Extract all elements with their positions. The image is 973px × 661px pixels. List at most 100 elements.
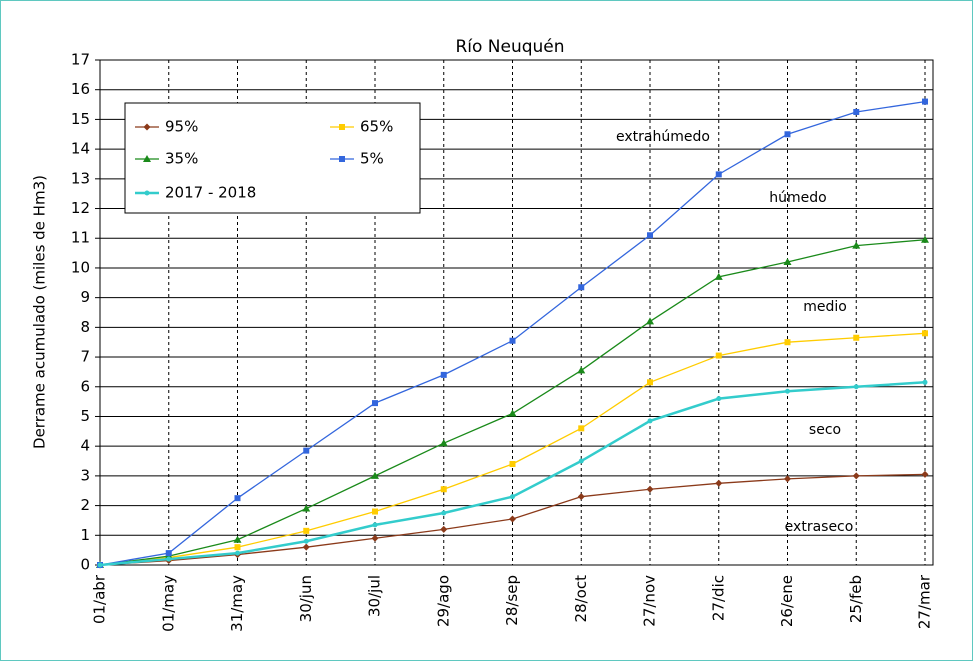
y-axis-title: Derrame acumulado (miles de Hm3) [31,175,49,449]
marker [371,534,379,542]
marker [647,418,653,424]
legend-label: 35% [165,150,198,168]
marker [853,108,860,115]
marker [440,371,447,378]
y-tick-label: 9 [80,288,90,306]
marker [372,400,378,407]
marker [715,479,723,487]
marker [646,317,654,325]
zone-label: extrahúmedo [616,129,710,145]
chart-title: Río Neuquén [455,37,564,57]
zone-label: medio [803,299,847,315]
marker [440,486,447,493]
marker [509,337,516,344]
marker [372,508,378,515]
marker [144,190,150,196]
marker [853,334,860,341]
y-tick-label: 0 [80,556,90,574]
marker [577,493,585,501]
marker [440,525,448,533]
marker [853,384,859,390]
y-tick-label: 6 [80,377,90,395]
marker [578,284,585,291]
y-tick-label: 1 [80,526,90,544]
zone-label: seco [809,422,841,438]
legend-label: 95% [165,118,198,136]
y-tick-label: 11 [71,229,90,247]
legend-label: 5% [360,150,384,168]
marker [647,379,653,386]
zone-label: extraseco [785,519,854,535]
marker [784,475,791,483]
marker [784,131,791,138]
marker [371,471,379,479]
y-tick-label: 7 [80,348,90,366]
x-tick-label: 30/jul [366,575,384,617]
y-tick-label: 8 [80,318,90,336]
marker [508,409,517,417]
marker [577,366,586,374]
marker [510,494,515,500]
marker [302,543,310,551]
marker [578,425,585,432]
marker [783,258,792,265]
marker [922,330,928,337]
marker [441,510,447,516]
y-tick-label: 3 [80,466,90,484]
x-tick-label: 28/sep [503,575,521,626]
marker [852,241,861,249]
marker [922,379,928,385]
marker [143,123,151,131]
zone-label: húmedo [769,190,826,206]
marker [303,538,309,544]
marker [921,470,929,478]
x-tick-label: 31/may [228,575,246,632]
x-tick-label: 29/ago [434,575,452,627]
marker [439,439,448,447]
marker [339,124,345,130]
x-tick-label: 27/dic [709,575,727,621]
marker [235,550,240,556]
y-tick-label: 5 [80,407,90,425]
marker [715,352,722,359]
marker [578,458,584,464]
marker [784,339,791,346]
marker [509,461,516,467]
x-tick-label: 26/ene [778,575,796,627]
y-tick-label: 14 [71,140,90,158]
y-tick-label: 10 [71,258,90,276]
marker [852,472,860,480]
marker [303,527,310,534]
x-tick-label: 27/mar [916,574,934,629]
marker [165,550,172,557]
y-tick-label: 12 [71,199,90,217]
marker [143,155,151,162]
x-tick-label: 27/nov [641,575,659,627]
marker [97,562,103,568]
legend [124,102,421,214]
y-tick-label: 4 [80,437,90,455]
x-tick-label: 01/abr [91,574,109,624]
marker [233,535,242,543]
marker [647,232,653,239]
marker [922,98,928,105]
y-tick-label: 2 [80,496,90,514]
y-tick-label: 17 [71,51,90,69]
marker [303,447,310,454]
y-tick-label: 16 [71,80,90,98]
marker [302,504,311,512]
x-tick-label: 25/feb [847,575,865,623]
marker [234,544,241,551]
marker [714,272,723,280]
marker [921,235,929,243]
marker [509,515,516,523]
marker [166,556,172,562]
marker [646,485,654,493]
legend-label: 2017 - 2018 [165,184,256,202]
marker [715,171,722,178]
x-tick-label: 01/may [159,575,177,632]
x-tick-label: 28/oct [572,575,590,623]
marker [372,522,378,528]
marker [339,156,345,162]
